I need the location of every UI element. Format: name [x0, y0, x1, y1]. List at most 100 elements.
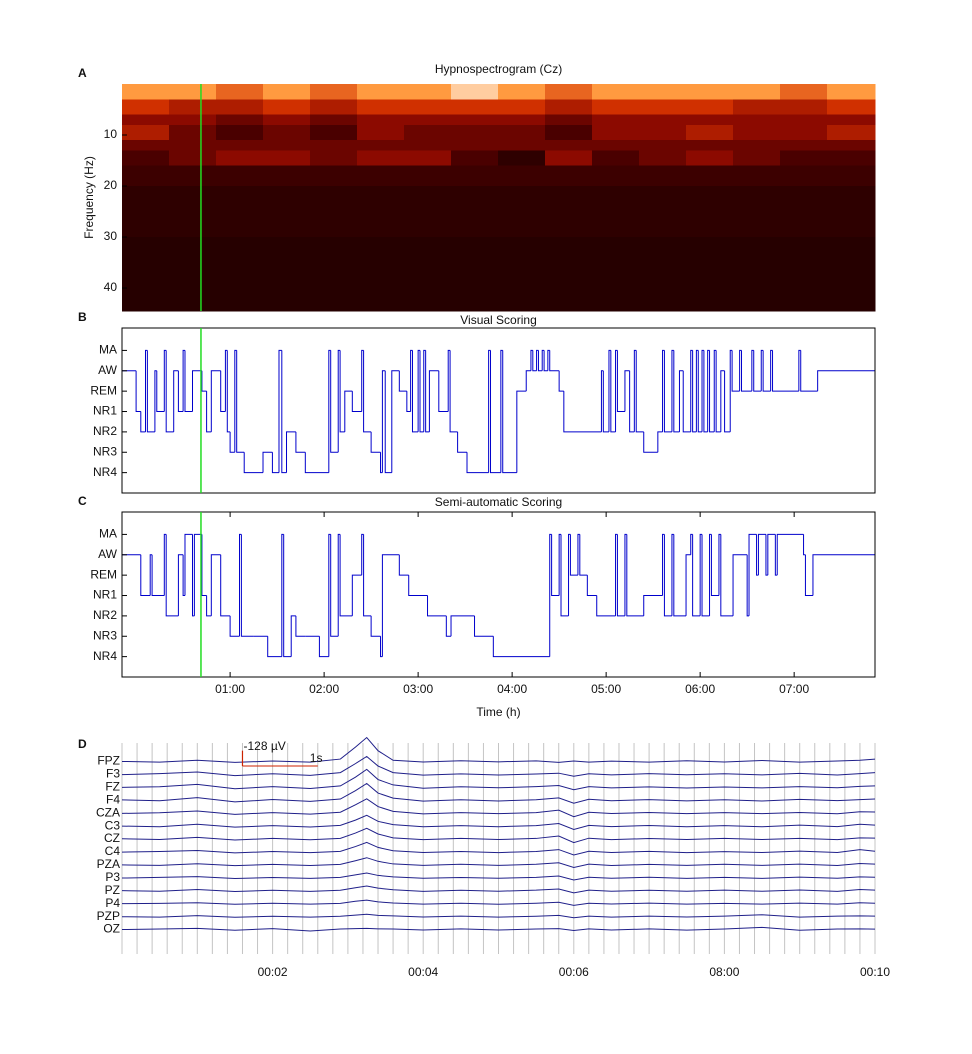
hypnogram-step — [445, 615, 452, 637]
hypnogram-step — [428, 370, 439, 432]
hypnogram-step — [234, 349, 237, 453]
heat-cell — [122, 237, 170, 312]
heat-cell — [733, 84, 781, 100]
hypnogram-step — [457, 431, 468, 453]
hypnogram-step — [525, 370, 531, 392]
panel-label: B — [78, 310, 87, 324]
heat-cell — [216, 114, 264, 126]
heat-cell — [216, 124, 264, 141]
hypnogram-step — [192, 370, 202, 412]
x-tick-label: 00:10 — [860, 965, 890, 979]
hypnogram-step — [635, 350, 644, 433]
hypnogram-step — [729, 349, 733, 432]
y-tick-label: MA — [99, 527, 117, 541]
x-tick-label: 00:06 — [559, 965, 589, 979]
hypnogram-step — [193, 533, 202, 616]
heat-cell — [592, 165, 640, 187]
hypnogram-step — [715, 350, 721, 433]
x-tick-label: 07:00 — [779, 682, 809, 696]
hypnogram-step — [447, 349, 451, 412]
hypnogram-step — [210, 370, 221, 432]
hypnogram-step — [692, 534, 701, 617]
hypnogram-step — [156, 370, 165, 413]
hypnogram-step — [616, 534, 625, 617]
hypnogram-step — [229, 431, 235, 453]
heat-cell — [169, 237, 217, 312]
hypnogram-step — [701, 349, 704, 432]
hypnogram-step — [767, 533, 776, 576]
heat-cell — [827, 237, 876, 312]
heat-cell — [263, 150, 311, 167]
hypnogram-step — [226, 350, 231, 433]
heat-cell — [686, 150, 734, 167]
y-tick-label: REM — [90, 383, 117, 397]
heat-cell — [780, 99, 828, 116]
heat-cell — [498, 84, 546, 100]
heat-cell — [310, 237, 358, 312]
y-tick-label: NR2 — [93, 608, 117, 622]
eeg-trace — [121, 798, 876, 818]
hypnogram-step — [608, 349, 611, 432]
eeg-trace — [121, 857, 876, 869]
y-tick-label: NR2 — [93, 424, 117, 438]
channel-label: PZP — [97, 909, 120, 923]
heat-cell — [310, 150, 358, 167]
y-tick-label: NR4 — [93, 465, 117, 479]
hypnogram-step — [286, 431, 296, 473]
heat-cell — [169, 165, 217, 187]
hypnogram-step — [381, 370, 386, 473]
hypnogram-step — [770, 349, 773, 392]
y-tick-label: REM — [90, 567, 117, 581]
heat-cell — [639, 114, 687, 126]
hypnogram-step — [709, 350, 715, 433]
hypnogram-step — [541, 349, 545, 371]
hypnogram-step — [624, 370, 630, 412]
hypnogram-step — [673, 350, 680, 433]
hypnogram-step — [304, 452, 329, 474]
hypnogram-step — [427, 595, 447, 617]
hypnogram-step — [569, 534, 578, 576]
hypnogram-step — [330, 534, 339, 637]
heat-cell — [780, 140, 828, 151]
x-tick-label: 01:00 — [215, 682, 245, 696]
hypnogram-step — [774, 534, 778, 576]
heat-cell — [357, 84, 405, 100]
hypnogram-step — [411, 350, 419, 433]
heat-cell — [686, 165, 734, 187]
channel-label: P4 — [105, 896, 120, 910]
y-tick-label: 20 — [104, 178, 118, 192]
hypnogram-step — [690, 349, 693, 432]
x-tick-label: 05:00 — [591, 682, 621, 696]
heat-cell — [122, 99, 170, 116]
hypnogram-step — [804, 554, 813, 597]
hypnogram-step — [337, 349, 341, 453]
heat-cell — [780, 84, 828, 100]
hypnogram-step — [563, 391, 602, 433]
hypnogram-step — [701, 534, 710, 617]
hypnogram-step — [502, 350, 517, 474]
channel-label: OZ — [103, 922, 120, 936]
hypnogram-step — [295, 431, 306, 453]
heat-cell — [122, 165, 170, 187]
hypnogram-step — [281, 533, 284, 657]
hypnogram-step — [682, 370, 691, 433]
heat-cell — [310, 99, 358, 116]
heat-cell — [263, 99, 311, 116]
hypnogram-step — [492, 636, 550, 658]
hypnogram-step — [267, 636, 282, 658]
panel-label: D — [78, 737, 87, 751]
heat-cell — [169, 186, 217, 238]
heat-cell — [733, 114, 781, 126]
heat-cell — [686, 237, 734, 312]
hypnogram-step — [438, 370, 449, 413]
hypnogram-step — [398, 370, 407, 392]
heat-cell — [404, 114, 452, 126]
heat-cell — [780, 186, 828, 238]
heat-cell — [639, 99, 687, 116]
hypnogram-step — [220, 370, 226, 413]
heat-cell — [263, 84, 311, 100]
hypnogram-step — [177, 554, 184, 616]
heat-cell — [404, 140, 452, 151]
heat-cell — [592, 114, 640, 126]
hypnogram-step — [692, 350, 697, 433]
